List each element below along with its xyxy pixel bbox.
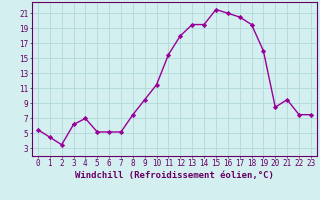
X-axis label: Windchill (Refroidissement éolien,°C): Windchill (Refroidissement éolien,°C) xyxy=(75,171,274,180)
